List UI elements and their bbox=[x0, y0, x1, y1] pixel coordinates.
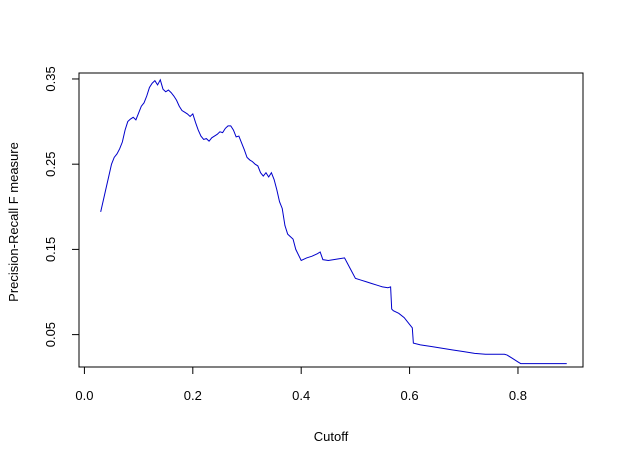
y-tick-label: 0.05 bbox=[43, 322, 58, 347]
y-axis-label: Precision-Recall F measure bbox=[6, 142, 21, 302]
x-tick-label: 0.8 bbox=[509, 388, 527, 403]
plot-frame bbox=[78, 72, 584, 368]
y-tick-label: 0.15 bbox=[43, 237, 58, 262]
y-tick-label: 0.35 bbox=[43, 66, 58, 91]
x-tick-label: 0.4 bbox=[292, 388, 310, 403]
y-axis: 0.05 0.15 0.25 0.35 bbox=[43, 66, 80, 347]
f-measure-line bbox=[100, 78, 567, 365]
x-tick-label: 0.2 bbox=[184, 388, 202, 403]
x-axis: 0.0 0.2 0.4 0.6 0.8 bbox=[75, 366, 527, 403]
x-tick-label: 0.0 bbox=[75, 388, 93, 403]
x-axis-label: Cutoff bbox=[314, 429, 349, 444]
y-tick-label: 0.25 bbox=[43, 152, 58, 177]
x-tick-label: 0.6 bbox=[401, 388, 419, 403]
